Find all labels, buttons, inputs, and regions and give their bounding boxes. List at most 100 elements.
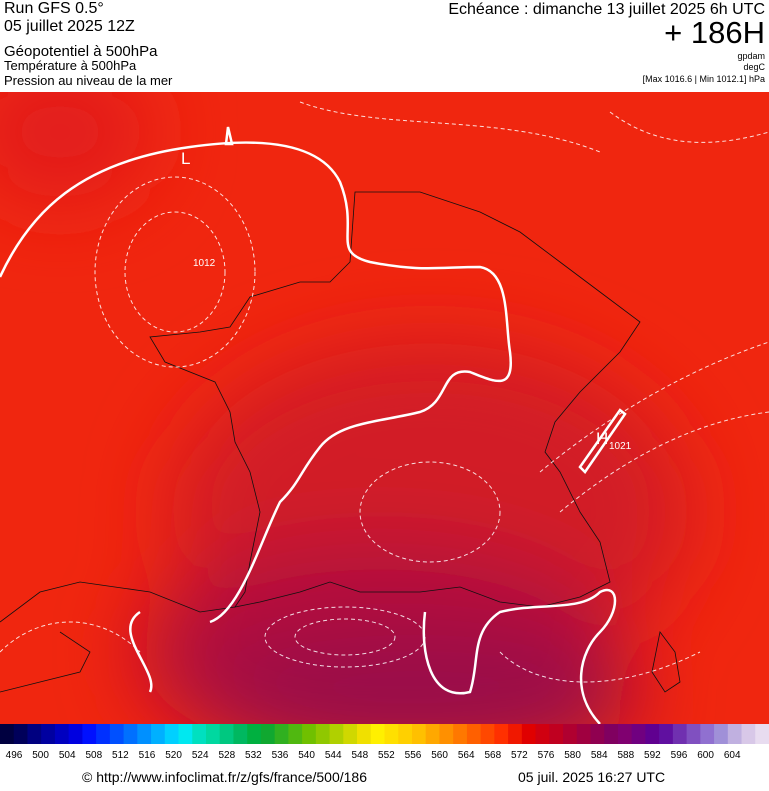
high-letter: H: [596, 429, 608, 448]
colorbar-cell: [549, 724, 564, 744]
colorbar-cell: [27, 724, 42, 744]
colorbar-cell: [425, 724, 440, 744]
colorbar-label: 524: [192, 750, 209, 761]
run: Run GFS 0.5°: [4, 0, 104, 17]
map: L 1012 H 1021: [0, 92, 769, 724]
colorbar-cell: [233, 724, 248, 744]
colorbar-cell: [741, 724, 756, 744]
colorbar-cell: [329, 724, 344, 744]
colorbar-cell: [370, 724, 385, 744]
colorbar-cell: [494, 724, 509, 744]
colorbar-label: 576: [538, 750, 555, 761]
run-date: 05 juillet 2025 12Z: [4, 18, 135, 35]
colorbar-cell: [508, 724, 523, 744]
map-area: [0, 92, 769, 724]
colorbar-label: 604: [724, 750, 741, 761]
colorbar-cell: [288, 724, 303, 744]
timestamp: 05 juil. 2025 16:27 UTC: [518, 769, 665, 785]
colorbar-cell: [617, 724, 633, 744]
colorbar-label: 560: [431, 750, 448, 761]
colorbar-cell: [123, 724, 138, 744]
colorbar-label: 600: [697, 750, 714, 761]
colorbar-label: 544: [325, 750, 342, 761]
colorbar-cell: [0, 724, 15, 744]
colorbar-cell: [54, 724, 70, 744]
colorbar-cell: [13, 724, 28, 744]
colorbar-label: 528: [218, 750, 235, 761]
colorbar-label: 548: [351, 750, 368, 761]
colorbar-label: 520: [165, 750, 182, 761]
colorbar-cell: [755, 724, 769, 744]
colorbar-cell: [672, 724, 688, 744]
colorbar-cell: [480, 724, 495, 744]
colorbar-label: 592: [644, 750, 661, 761]
colorbar-label: 508: [85, 750, 102, 761]
colorbar-cell: [466, 724, 482, 744]
unit: gpdam: [737, 51, 765, 61]
colorbar-cell: [302, 724, 317, 744]
colorbar-cell: [274, 724, 289, 744]
colorbar-cell: [192, 724, 207, 744]
colorbar-cell: [535, 724, 550, 744]
colorbar-cell: [590, 724, 605, 744]
field-title: Géopotentiel à 500hPa: [4, 43, 158, 60]
colorbar-cell: [576, 724, 591, 744]
colorbar-cell: [68, 724, 83, 744]
field-title: Pression au niveau de la mer: [4, 73, 173, 88]
colorbar-cell: [521, 724, 537, 744]
colorbar-label: 512: [112, 750, 129, 761]
lead-time: + 186H: [664, 15, 765, 50]
colorbar: 496 500 504 508 512 516 520 524 528 532 536 540 544 5…: [0, 724, 769, 761]
high-value: 1021: [609, 441, 632, 452]
colorbar-cell: [631, 724, 646, 744]
pressure-range: [Max 1016.6 | Min 1012.1] hPa: [643, 74, 765, 84]
valid-time: Echéance : dimanche 13 juillet 2025 6h U…: [448, 1, 765, 18]
colorbar-cell: [343, 724, 358, 744]
colorbar-label: 532: [245, 750, 262, 761]
colorbar-cell: [247, 724, 262, 744]
colorbar-cell: [604, 724, 619, 744]
colorbar-cell: [109, 724, 125, 744]
colorbar-cell: [563, 724, 578, 744]
colorbar-label: 564: [458, 750, 475, 761]
colorbar-cell: [439, 724, 454, 744]
colorbar-label: 504: [59, 750, 76, 761]
colorbar-label: 556: [405, 750, 422, 761]
colorbar-cell: [137, 724, 152, 744]
colorbar-cell: [384, 724, 399, 744]
colorbar-cell: [41, 724, 56, 744]
colorbar-label: 596: [671, 750, 688, 761]
field-title: Température à 500hPa: [4, 58, 137, 73]
colorbar-label: 496: [6, 750, 23, 761]
colorbar-cell: [686, 724, 701, 744]
low-value: 1012: [193, 258, 216, 269]
colorbar-cell: [714, 724, 729, 744]
colorbar-cell: [219, 724, 234, 744]
colorbar-cell: [453, 724, 468, 744]
colorbar-cell: [260, 724, 276, 744]
colorbar-label: 584: [591, 750, 608, 761]
source-url: © http://www.infoclimat.fr/z/gfs/france/…: [82, 769, 367, 785]
colorbar-cell: [659, 724, 674, 744]
colorbar-cell: [357, 724, 372, 744]
colorbar-label: 572: [511, 750, 528, 761]
colorbar-label: 568: [484, 750, 501, 761]
colorbar-cell: [700, 724, 715, 744]
low-letter: L: [181, 149, 190, 168]
colorbar-cell: [645, 724, 660, 744]
colorbar-cell: [411, 724, 427, 744]
colorbar-cell: [315, 724, 331, 744]
colorbar-cell: [151, 724, 166, 744]
colorbar-cell: [96, 724, 111, 744]
colorbar-label: 516: [139, 750, 156, 761]
colorbar-cell: [82, 724, 97, 744]
colorbar-label: 552: [378, 750, 395, 761]
colorbar-cell: [178, 724, 193, 744]
unit: degC: [743, 62, 765, 72]
colorbar-label: 500: [32, 750, 49, 761]
colorbar-cell: [164, 724, 180, 744]
colorbar-label: 588: [617, 750, 634, 761]
colorbar-cell: [727, 724, 743, 744]
